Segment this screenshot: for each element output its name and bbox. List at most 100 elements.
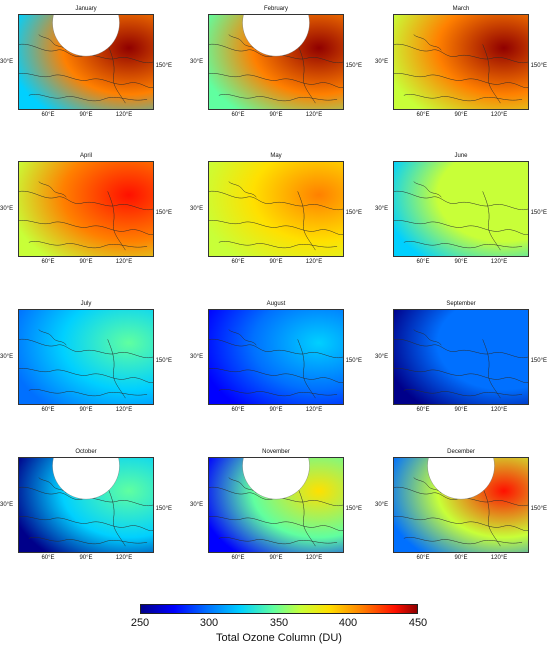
coastline xyxy=(107,339,126,399)
longitude-tick: 60°E xyxy=(41,555,55,561)
coastline xyxy=(209,220,343,235)
longitude-tick: 120°E xyxy=(305,259,323,265)
longitude-tick: 60°E xyxy=(231,112,245,118)
longitude-tick: 90°E xyxy=(79,407,93,413)
colorbar-tick: 300 xyxy=(199,617,219,629)
coastline xyxy=(394,368,528,383)
coastline xyxy=(394,516,528,531)
coastline xyxy=(228,34,257,51)
coastline xyxy=(38,181,67,198)
east-longitude-label: 150°E xyxy=(345,210,362,216)
ozone-map xyxy=(208,14,344,110)
ozone-map xyxy=(393,14,529,110)
coastline xyxy=(297,44,316,104)
panel-title: July xyxy=(80,301,92,307)
coastline xyxy=(209,73,343,88)
east-longitude-label: 150°E xyxy=(155,63,172,69)
coastline xyxy=(19,73,153,88)
latitude-label: 30°E xyxy=(0,206,14,212)
map-panel-june: June 30°E 150°E 60°E 90°E 120°E xyxy=(375,152,547,292)
panel-title: February xyxy=(263,6,288,12)
map-panel-november: November 30°E 150°E 60°E 90°E 120°E xyxy=(190,448,362,588)
colorbar-label: Total Ozone Column (DU) xyxy=(216,632,342,644)
longitude-tick: 90°E xyxy=(269,259,283,265)
coastline xyxy=(403,537,523,545)
panel-title: April xyxy=(79,153,92,159)
coastline xyxy=(482,44,501,104)
coastline xyxy=(19,190,153,211)
polar-no-data-region xyxy=(242,458,310,500)
latitude-label: 30°E xyxy=(0,59,14,65)
coastline xyxy=(482,339,501,399)
east-longitude-label: 150°E xyxy=(530,358,547,364)
east-longitude-label: 150°E xyxy=(530,506,547,512)
coastline xyxy=(209,338,343,359)
latitude-label: 30°E xyxy=(375,59,389,65)
ozone-field xyxy=(209,310,343,404)
coastline xyxy=(107,487,126,547)
polar-no-data-region xyxy=(427,458,495,500)
ozone-map xyxy=(393,161,529,257)
coastline xyxy=(209,516,343,531)
coastline xyxy=(394,43,528,64)
coastline xyxy=(218,389,338,397)
latitude-label: 30°E xyxy=(0,502,14,508)
polar-no-data-region xyxy=(242,15,310,57)
ozone-map xyxy=(208,309,344,405)
east-longitude-label: 150°E xyxy=(155,506,172,512)
panel-title: May xyxy=(270,153,282,159)
panel-title: January xyxy=(75,6,97,12)
coastline xyxy=(28,389,148,397)
coastline xyxy=(413,181,442,198)
longitude-tick: 120°E xyxy=(115,555,133,561)
longitude-tick: 60°E xyxy=(41,112,55,118)
colorbar: 250 300 350 400 450 Total Ozone Column (… xyxy=(131,604,427,644)
coastline xyxy=(482,487,501,547)
ozone-field xyxy=(394,162,528,256)
longitude-tick: 60°E xyxy=(416,555,430,561)
map-panel-february: February 30°E 150°E 60°E 90°E 120°E xyxy=(190,5,362,145)
ozone-map xyxy=(18,14,154,110)
longitude-tick: 120°E xyxy=(305,112,323,118)
longitude-tick: 60°E xyxy=(231,407,245,413)
longitude-tick: 120°E xyxy=(305,555,323,561)
longitude-tick: 120°E xyxy=(115,112,133,118)
coastline xyxy=(28,537,148,545)
coastline xyxy=(218,241,338,249)
polar-no-data-region xyxy=(52,15,120,57)
coastline xyxy=(228,181,257,198)
longitude-tick: 60°E xyxy=(416,112,430,118)
latitude-label: 30°E xyxy=(375,354,389,360)
ozone-field xyxy=(19,162,153,256)
coastline xyxy=(413,329,442,346)
coastline xyxy=(394,220,528,235)
longitude-tick: 120°E xyxy=(305,407,323,413)
coastline xyxy=(19,43,153,64)
coastline xyxy=(228,477,257,494)
longitude-tick: 60°E xyxy=(231,555,245,561)
colorbar-tick: 400 xyxy=(338,617,358,629)
panel-title: December xyxy=(447,449,475,455)
longitude-tick: 90°E xyxy=(269,112,283,118)
coastline xyxy=(403,94,523,102)
ozone-field xyxy=(394,310,528,404)
map-panel-september: September 30°E 150°E 60°E 90°E 120°E xyxy=(375,300,547,440)
longitude-tick: 90°E xyxy=(79,555,93,561)
longitude-tick: 60°E xyxy=(41,259,55,265)
colorbar-tick: 450 xyxy=(408,617,428,629)
colorbar-gradient xyxy=(140,604,418,614)
coastline xyxy=(297,487,316,547)
map-panel-august: August 30°E 150°E 60°E 90°E 120°E xyxy=(190,300,362,440)
longitude-tick: 90°E xyxy=(269,407,283,413)
coastline xyxy=(107,44,126,104)
longitude-tick: 90°E xyxy=(454,112,468,118)
ozone-field xyxy=(209,162,343,256)
map-panel-december: December 30°E 150°E 60°E 90°E 120°E xyxy=(375,448,547,588)
longitude-tick: 60°E xyxy=(416,259,430,265)
latitude-label: 30°E xyxy=(190,59,204,65)
coastline xyxy=(394,486,528,507)
east-longitude-label: 150°E xyxy=(530,210,547,216)
colorbar-tick: 250 xyxy=(130,617,150,629)
east-longitude-label: 150°E xyxy=(155,210,172,216)
longitude-tick: 60°E xyxy=(41,407,55,413)
